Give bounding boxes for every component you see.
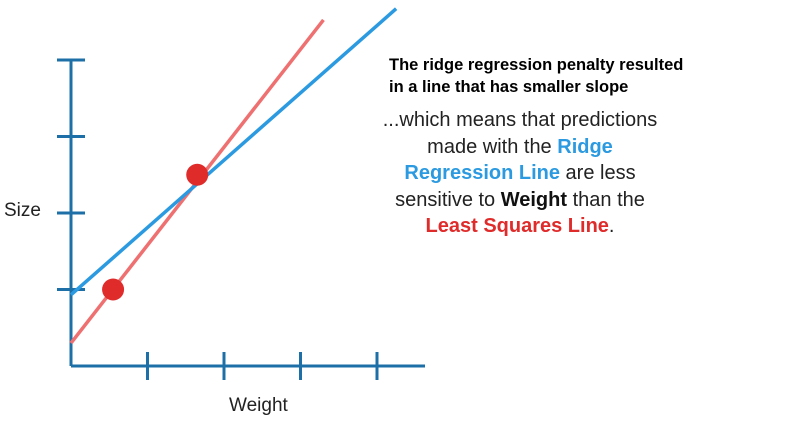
data-point <box>102 278 125 301</box>
y-axis-label: Size <box>4 200 41 221</box>
explanation-line-5: Least Squares Line. <box>350 213 690 240</box>
explanation-line-2: made with the Ridge <box>350 134 690 161</box>
weight-label: Weight <box>500 188 568 211</box>
explanation-text-2: made with the <box>427 135 558 158</box>
explanation-text: ...which means that predictions made wit… <box>350 107 690 240</box>
caption: The ridge regression penalty resulted in… <box>389 54 799 98</box>
x-axis-label: Weight <box>229 395 289 416</box>
axes <box>57 58 425 380</box>
ridge-label-b: Regression Line <box>404 162 560 184</box>
explanation-line-3: Regression Line are less <box>350 160 690 187</box>
data-point <box>186 163 209 186</box>
explanation-line-1: ...which means that predictions <box>382 109 658 131</box>
explanation-text-4: sensitive to <box>395 188 501 211</box>
least-squares-label: Least Squares Line <box>425 215 609 237</box>
explanation-line-4: sensitive to Weight than the <box>350 187 690 214</box>
explanation-text-6: . <box>608 215 615 237</box>
caption-line-1: The ridge regression penalty resulted <box>389 56 684 74</box>
data-points <box>102 163 209 301</box>
caption-line-2: in a line that has smaller slope <box>389 78 629 96</box>
ridge-regression-line <box>69 7 398 297</box>
ridge-label-a: Ridge <box>557 135 613 158</box>
explanation-text-3: are less <box>560 162 636 184</box>
explanation-text-5: than the <box>567 188 645 211</box>
